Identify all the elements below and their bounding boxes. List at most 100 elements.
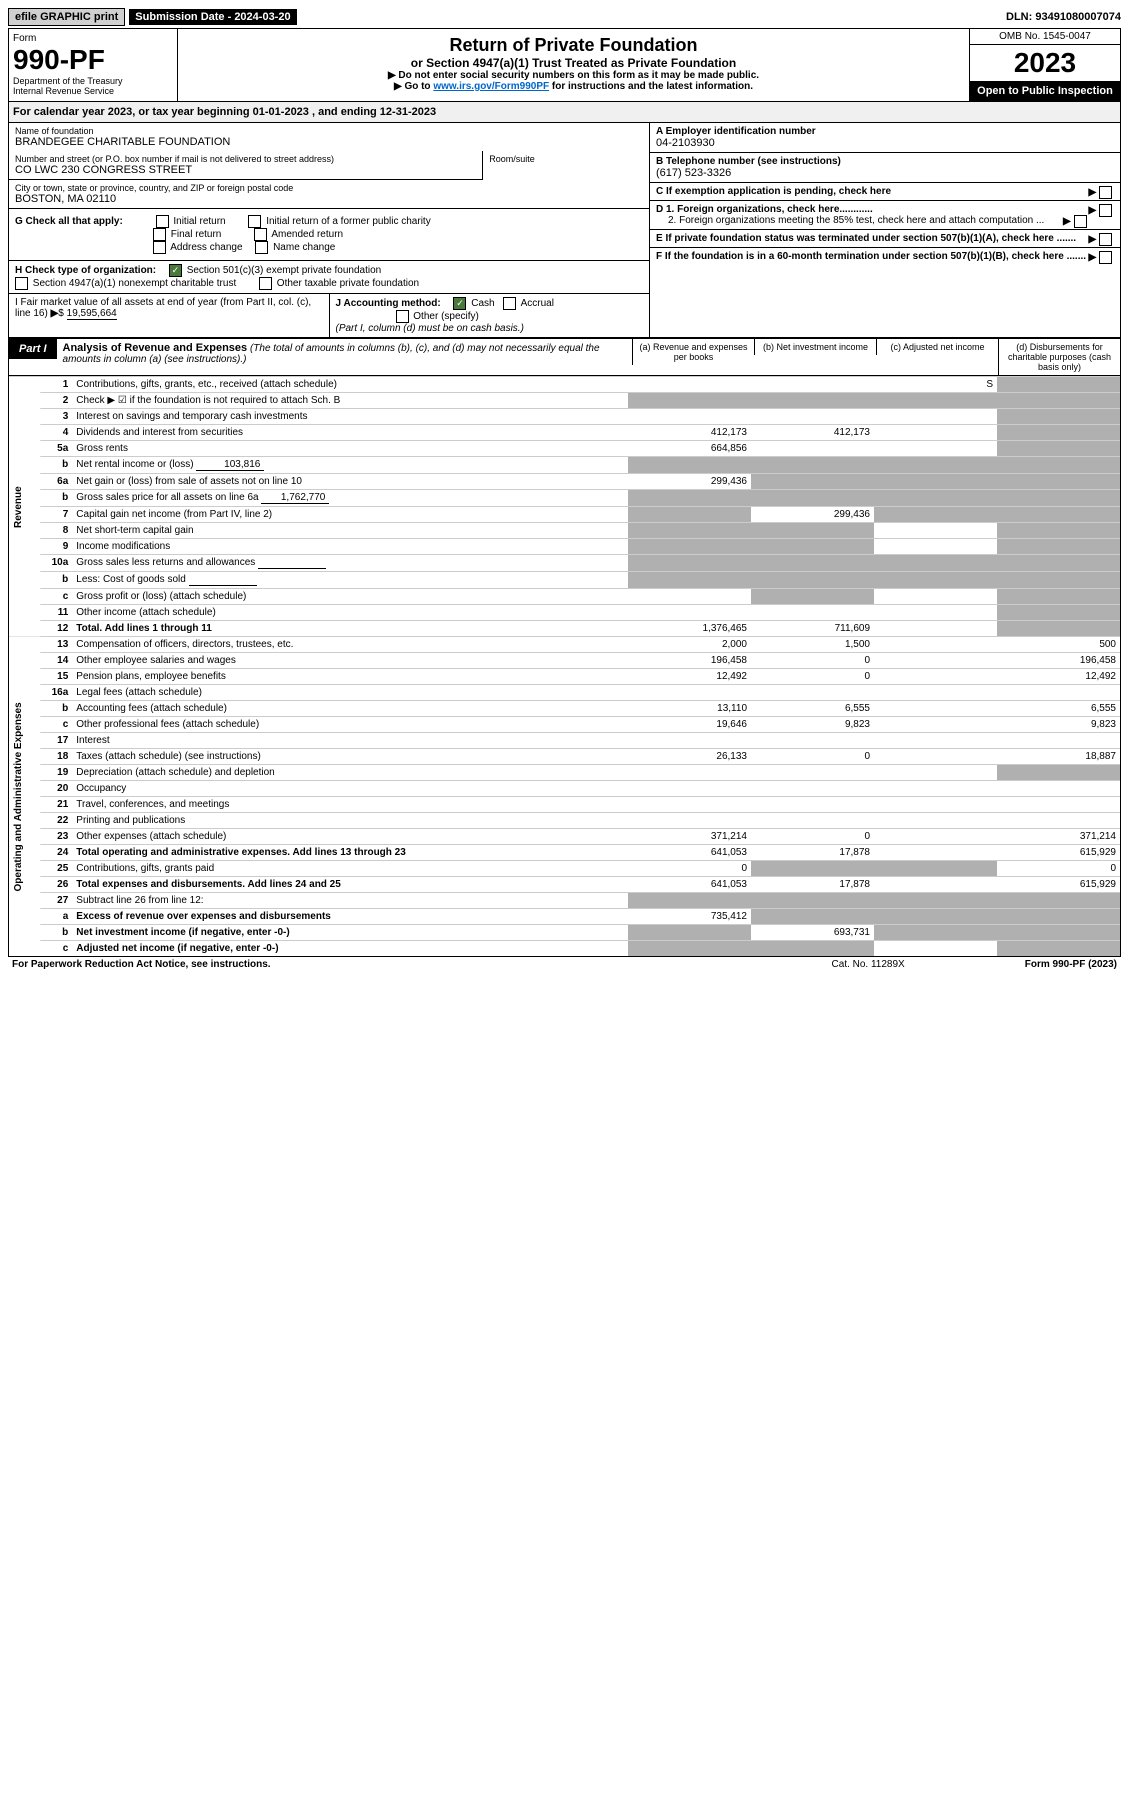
- chk-final[interactable]: [153, 228, 166, 241]
- table-row: 14Other employee salaries and wages196,4…: [9, 653, 1120, 669]
- value-cell: [628, 605, 751, 621]
- line-description: Total. Add lines 1 through 11: [72, 621, 628, 637]
- chk-4947[interactable]: [15, 277, 28, 290]
- chk-other-tax[interactable]: [259, 277, 272, 290]
- line-number: 12: [40, 621, 72, 637]
- chk-addr-change[interactable]: [153, 241, 166, 254]
- instr2-pre: ▶ Go to: [394, 81, 433, 92]
- chk-amended[interactable]: [254, 228, 267, 241]
- value-cell: [751, 555, 874, 572]
- chk-initial[interactable]: [156, 215, 169, 228]
- table-row: 18Taxes (attach schedule) (see instructi…: [9, 749, 1120, 765]
- opt-final: Final return: [171, 229, 222, 240]
- chk-f[interactable]: [1099, 251, 1112, 264]
- line-number: 17: [40, 733, 72, 749]
- line-number: 15: [40, 669, 72, 685]
- line-number: 10a: [40, 555, 72, 572]
- table-row: 11Other income (attach schedule): [9, 605, 1120, 621]
- chk-other-method[interactable]: [396, 310, 409, 323]
- table-row: 9Income modifications: [9, 539, 1120, 555]
- value-cell: [874, 621, 997, 637]
- c-label: C If exemption application is pending, c…: [656, 186, 891, 197]
- instr2-post: for instructions and the latest informat…: [549, 81, 753, 92]
- footer-mid: Cat. No. 11289X: [832, 959, 905, 970]
- value-cell: [751, 539, 874, 555]
- line-description: Dividends and interest from securities: [72, 425, 628, 441]
- submission-date: Submission Date - 2024-03-20: [129, 9, 296, 25]
- chk-accrual[interactable]: [503, 297, 516, 310]
- value-cell: [874, 572, 997, 589]
- value-cell: [997, 909, 1120, 925]
- line-number: b: [40, 925, 72, 941]
- i-value: 19,595,664: [67, 308, 117, 320]
- value-cell: [628, 589, 751, 605]
- value-cell: [874, 861, 997, 877]
- value-cell: [874, 797, 997, 813]
- table-row: cGross profit or (loss) (attach schedule…: [9, 589, 1120, 605]
- line-description: Contributions, gifts, grants, etc., rece…: [72, 377, 628, 393]
- line-number: b: [40, 572, 72, 589]
- value-cell: 2,000: [628, 637, 751, 653]
- line-description: Interest: [72, 733, 628, 749]
- chk-501c3[interactable]: [169, 264, 182, 277]
- line-description: Subtract line 26 from line 12:: [72, 893, 628, 909]
- table-row: Operating and Administrative Expenses13C…: [9, 637, 1120, 653]
- value-cell: 615,929: [997, 845, 1120, 861]
- line-description: Total operating and administrative expen…: [72, 845, 628, 861]
- chk-c[interactable]: [1099, 186, 1112, 199]
- line-description: Gross sales price for all assets on line…: [72, 490, 628, 507]
- opt-amended: Amended return: [271, 229, 343, 240]
- line-number: 19: [40, 765, 72, 781]
- value-cell: 299,436: [751, 507, 874, 523]
- value-cell: [751, 474, 874, 490]
- chk-e[interactable]: [1099, 233, 1112, 246]
- form-container: Form 990-PF Department of the Treasury I…: [8, 28, 1121, 957]
- value-cell: [874, 813, 997, 829]
- chk-d2[interactable]: [1074, 215, 1087, 228]
- value-cell: 664,856: [628, 441, 751, 457]
- opt-accrual: Accrual: [521, 298, 554, 309]
- irs-link[interactable]: www.irs.gov/Form990PF: [433, 81, 549, 92]
- line-number: 20: [40, 781, 72, 797]
- table-row: bNet rental income or (loss) 103,816: [9, 457, 1120, 474]
- value-cell: [997, 797, 1120, 813]
- line-number: 23: [40, 829, 72, 845]
- line-description: Other income (attach schedule): [72, 605, 628, 621]
- line-number: 25: [40, 861, 72, 877]
- chk-d1[interactable]: [1099, 204, 1112, 217]
- opt-other-method: Other (specify): [413, 311, 479, 322]
- line-description: Income modifications: [72, 539, 628, 555]
- value-cell: [874, 653, 997, 669]
- value-cell: 693,731: [751, 925, 874, 941]
- value-cell: 12,492: [628, 669, 751, 685]
- value-cell: 0: [997, 861, 1120, 877]
- line-number: c: [40, 717, 72, 733]
- line-description: Less: Cost of goods sold: [72, 572, 628, 589]
- line-description: Contributions, gifts, grants paid: [72, 861, 628, 877]
- d1-label: D 1. Foreign organizations, check here..…: [656, 204, 873, 215]
- chk-cash[interactable]: [453, 297, 466, 310]
- value-cell: [628, 539, 751, 555]
- efile-button[interactable]: efile GRAPHIC print: [8, 8, 125, 26]
- value-cell: [874, 507, 997, 523]
- phone: (617) 523-3326: [656, 167, 1114, 179]
- line-description: Occupancy: [72, 781, 628, 797]
- chk-name-change[interactable]: [255, 241, 268, 254]
- part1-title: Analysis of Revenue and Expenses: [63, 342, 248, 354]
- value-cell: [628, 555, 751, 572]
- line-description: Printing and publications: [72, 813, 628, 829]
- col-c-hdr: (c) Adjusted net income: [876, 339, 998, 355]
- value-cell: [874, 669, 997, 685]
- value-cell: [628, 925, 751, 941]
- value-cell: [874, 909, 997, 925]
- value-cell: [997, 507, 1120, 523]
- value-cell: 18,887: [997, 749, 1120, 765]
- value-cell: [751, 893, 874, 909]
- omb-number: OMB No. 1545-0047: [970, 29, 1120, 45]
- footer: For Paperwork Reduction Act Notice, see …: [8, 957, 1121, 972]
- part1-header: Part I Analysis of Revenue and Expenses …: [9, 338, 1120, 376]
- opt-addr-change: Address change: [170, 242, 242, 253]
- top-bar: efile GRAPHIC print Submission Date - 20…: [8, 8, 1121, 26]
- chk-initial-former[interactable]: [248, 215, 261, 228]
- value-cell: [874, 441, 997, 457]
